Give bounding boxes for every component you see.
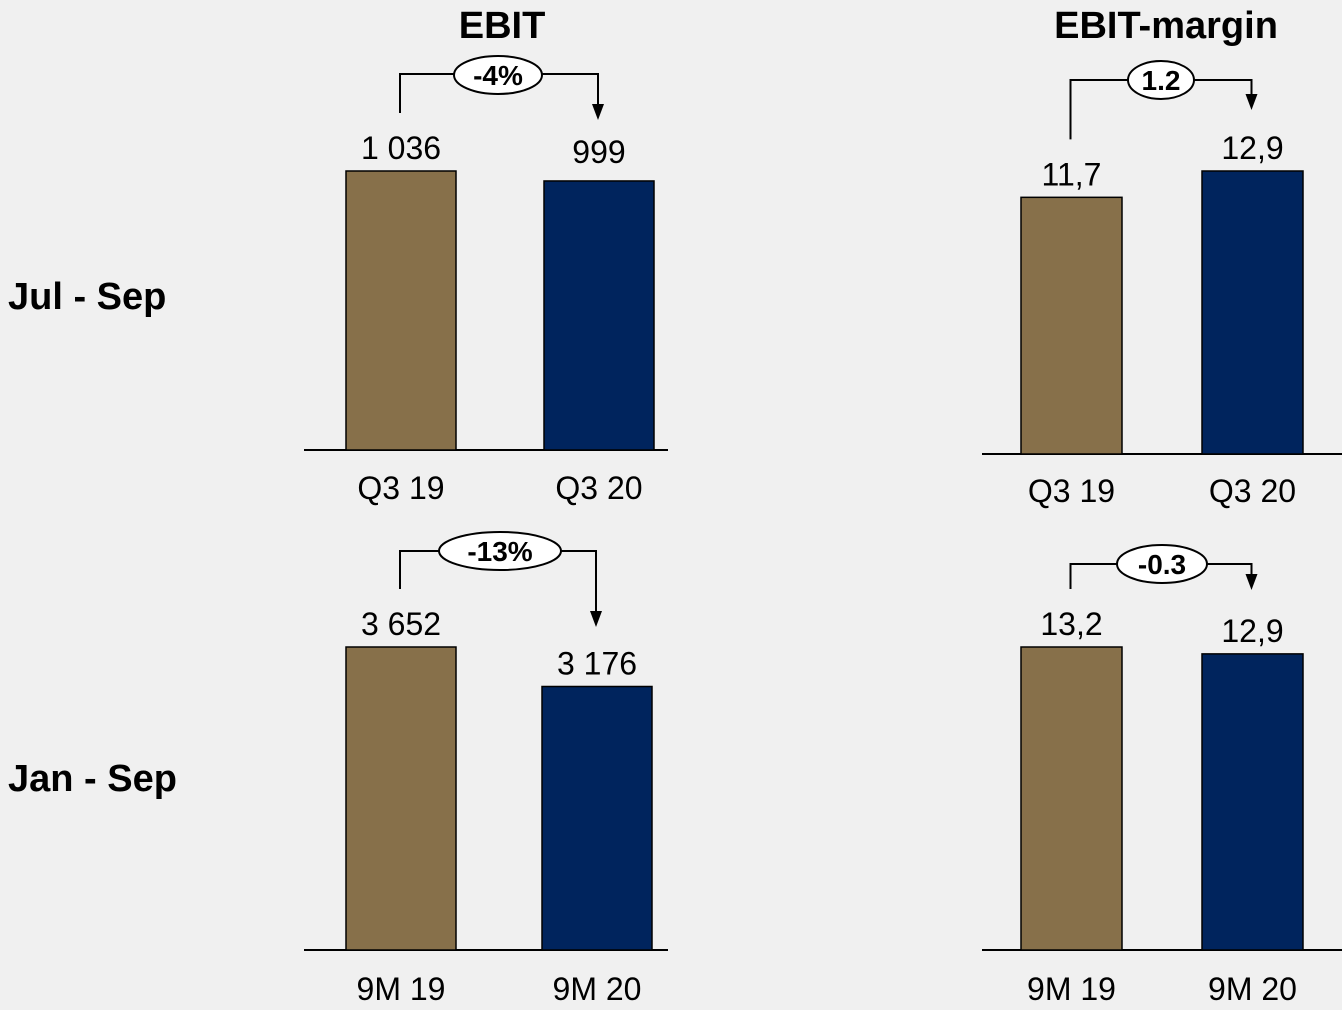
bar	[345, 646, 457, 951]
change-bubble	[438, 531, 562, 571]
change-label: -0.3	[1138, 549, 1186, 580]
bar	[345, 170, 457, 451]
data-label: 12,9	[1221, 613, 1283, 649]
bar	[543, 180, 655, 451]
change-arrowhead	[1245, 94, 1258, 110]
data-label: 13,2	[1040, 606, 1102, 642]
data-label: 12,9	[1221, 130, 1283, 166]
data-label: 999	[572, 134, 625, 170]
bar	[1020, 646, 1123, 951]
change-arrowhead	[592, 104, 604, 120]
chart-panel-3: 3 652 9M 19 3 176 9M 20 -13%	[304, 531, 668, 1007]
bar	[1201, 170, 1304, 455]
data-label: 1 036	[361, 130, 441, 166]
chart-panel-1: 1 036 Q3 19 999 Q3 20 -4%	[304, 55, 668, 506]
bar	[541, 685, 653, 951]
chart-panel-2: 11,7 Q3 19 12,9 Q3 20 1.2	[982, 60, 1342, 509]
data-label: 11,7	[1042, 156, 1102, 192]
ebit-margin-header: EBIT-margin	[1054, 5, 1278, 47]
change-label: -4%	[473, 60, 523, 91]
change-arrowhead	[1245, 574, 1258, 590]
change-bubble	[1116, 544, 1208, 584]
row-label-jan-sep: Jan - Sep	[8, 758, 177, 800]
bar	[1201, 653, 1304, 951]
row-label-jul-sep: Jul - Sep	[8, 276, 166, 318]
bar	[1020, 196, 1123, 455]
category-tick-label: Q3 19	[1028, 473, 1115, 509]
category-tick-label: 9M 20	[553, 971, 642, 1005]
chart-panel-4: 13,2 9M 19 12,9 9M 20 -0.3	[982, 544, 1342, 1007]
change-label: 1.2	[1142, 65, 1181, 96]
change-arrowhead	[590, 611, 602, 627]
change-bubble	[453, 55, 543, 95]
change-label: -13%	[467, 536, 532, 567]
change-bubble	[1127, 60, 1195, 100]
category-tick-label: 9M 20	[1208, 971, 1297, 1005]
category-tick-label: Q3 19	[357, 470, 444, 506]
category-tick-label: Q3 20	[1209, 473, 1296, 509]
category-tick-label: Q3 20	[555, 470, 642, 506]
ebit-header: EBIT	[459, 5, 546, 47]
data-label: 3 176	[557, 645, 637, 681]
data-label: 3 652	[361, 606, 441, 642]
category-tick-label: 9M 19	[357, 971, 446, 1005]
category-tick-label: 9M 19	[1027, 971, 1116, 1005]
